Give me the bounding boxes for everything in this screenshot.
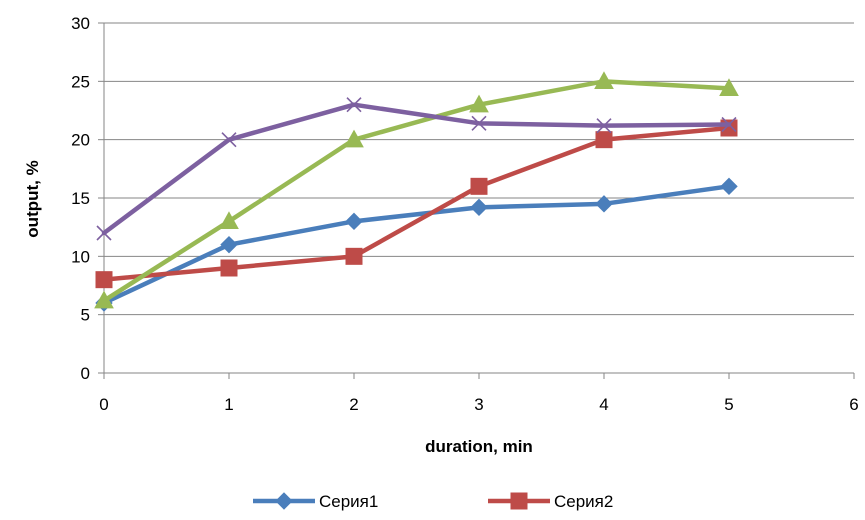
series-2-point-4 <box>595 131 613 149</box>
series-1-point-5 <box>720 177 738 196</box>
y-tick-label-25: 25 <box>71 72 90 91</box>
series-4-point-3 <box>471 115 487 131</box>
y-tick-label-30: 30 <box>71 14 90 33</box>
series-2 <box>95 119 738 289</box>
x-tick-label-1: 1 <box>224 395 233 414</box>
series-2-point-3 <box>470 177 488 195</box>
series-4-point-2 <box>346 97 362 113</box>
series-4-line <box>101 102 732 236</box>
x-tick-label-4: 4 <box>599 395 608 414</box>
legend-item-2: Серия2 <box>488 492 613 511</box>
series-4-point-4 <box>596 118 612 134</box>
series-2-point-1 <box>220 259 238 277</box>
series-1-point-2 <box>345 212 363 231</box>
y-tick-label-15: 15 <box>71 189 90 208</box>
series-4-point-1 <box>221 132 237 148</box>
legend-swatch-marker <box>275 492 293 510</box>
legend-label: Серия2 <box>554 492 613 511</box>
series-2-point-0 <box>95 271 113 289</box>
series-3-point-1 <box>219 211 239 230</box>
legend: Серия1 Серия2 <box>253 492 613 511</box>
y-tick-label-10: 10 <box>71 247 90 266</box>
x-tick-label-5: 5 <box>724 395 733 414</box>
series-1-line <box>101 184 732 306</box>
x-axis-title: duration, min <box>425 437 533 456</box>
series-1-point-3 <box>470 198 488 217</box>
x-tick-label-2: 2 <box>349 395 358 414</box>
series-3-line <box>101 79 732 303</box>
axes <box>98 22 855 379</box>
y-tick-label-20: 20 <box>71 131 90 150</box>
tick-labels: 0 5 10 15 20 25 30 0 1 2 3 4 5 6 <box>71 14 859 414</box>
series-layer <box>94 71 739 312</box>
x-tick-label-3: 3 <box>474 395 483 414</box>
y-tick-label-5: 5 <box>81 306 90 325</box>
legend-label: Серия1 <box>319 492 378 511</box>
x-tick-label-0: 0 <box>99 395 108 414</box>
series-4-point-0 <box>96 225 112 241</box>
legend-swatch-marker <box>510 492 528 510</box>
series-4-point-5 <box>721 116 737 133</box>
series-3 <box>94 71 739 309</box>
y-axis-title: output, % <box>23 160 42 237</box>
series-2-point-2 <box>345 247 363 265</box>
series-3-point-2 <box>344 129 364 148</box>
legend-item-1: Серия1 <box>253 492 378 511</box>
x-tick-label-6: 6 <box>849 395 858 414</box>
y-tick-label-0: 0 <box>81 364 90 383</box>
series-3-point-3 <box>469 94 489 113</box>
series-3-point-4 <box>594 71 614 90</box>
series-4 <box>96 97 737 241</box>
series-2-line <box>101 125 732 282</box>
series-1-point-4 <box>595 195 613 213</box>
series-1-point-1 <box>220 235 238 254</box>
series-3-point-5 <box>719 78 739 97</box>
series-3-point-0 <box>94 290 114 309</box>
